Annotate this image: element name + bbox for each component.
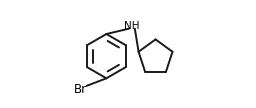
Text: NH: NH (124, 21, 140, 31)
Text: Br: Br (73, 83, 87, 96)
